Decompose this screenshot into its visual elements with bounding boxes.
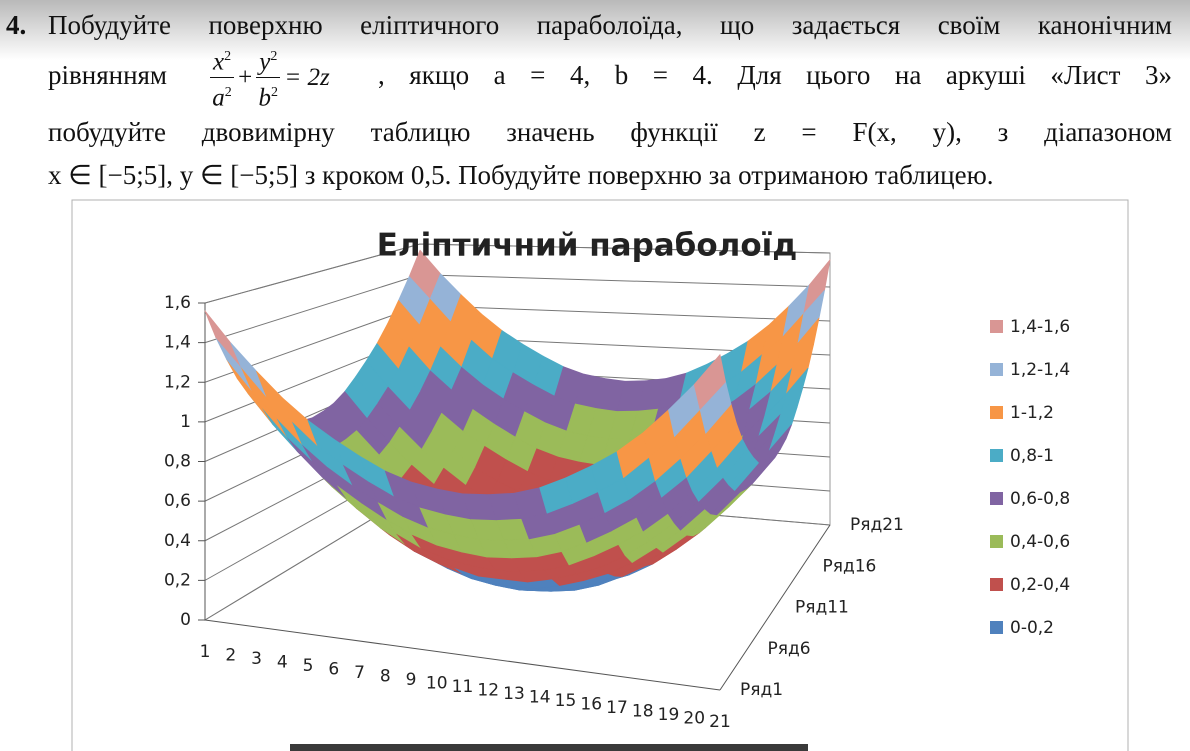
z-tick-label: 0,2 [164, 570, 191, 590]
x-tick-label: 8 [380, 667, 391, 687]
x-tick-label: 19 [658, 705, 680, 725]
problem-number: 4. [6, 10, 27, 40]
legend-swatch [990, 363, 1003, 376]
legend-swatch [990, 578, 1003, 591]
grid-line [204, 243, 831, 304]
legend-swatch [990, 621, 1003, 634]
legend-label: 1,4-1,6 [1010, 317, 1070, 337]
x-tick-label: 17 [606, 698, 628, 718]
z-tick-label: 1 [180, 412, 191, 432]
formula-text: 2 [224, 85, 232, 101]
z-tick-label: 0,8 [164, 452, 191, 472]
x-tick-label: 10 [426, 674, 448, 694]
fraction: y2 b2 [256, 42, 281, 114]
x-tick-label: 2 [225, 646, 236, 666]
z-tick-label: 1,2 [164, 372, 191, 392]
x-tick-label: 11 [452, 677, 474, 697]
x-tick-label: 9 [406, 670, 417, 690]
formula-text: y [259, 48, 271, 76]
series-axis [719, 524, 831, 691]
formula-text: a [212, 84, 225, 112]
legend-swatch [990, 449, 1003, 462]
header-band [0, 0, 1190, 60]
series-label: Ряд16 [823, 556, 877, 576]
formula-text: 2 [224, 49, 232, 64]
x-axis [204, 619, 721, 691]
legend-label: 0,8-1 [1010, 446, 1054, 466]
x-tick-label: 15 [555, 691, 577, 711]
formula-text: 2 [270, 49, 278, 64]
player-bar [290, 744, 808, 751]
x-tick-label: 18 [632, 702, 654, 722]
surface-cell [693, 354, 726, 410]
z-tick-label: 0 [180, 610, 191, 630]
x-tick-label: 14 [529, 688, 551, 708]
x-tick-label: 3 [251, 649, 262, 669]
x-tick-label: 20 [683, 709, 705, 729]
legend-swatch [990, 535, 1003, 548]
legend-label: 0,2-0,4 [1010, 575, 1070, 595]
text-line: , якщо a = 4, b = 4. Для цього на аркуші… [378, 60, 1172, 90]
x-tick-label: 7 [354, 663, 365, 683]
x-tick-label: 5 [303, 656, 314, 676]
series-label: Ряд21 [850, 515, 904, 535]
legend-swatch [990, 406, 1003, 419]
series-label: Ряд11 [795, 598, 849, 618]
text-line: рівнянням [48, 60, 168, 90]
formula: x2 a2 + y2 b2 = 2z [210, 42, 330, 114]
z-tick-label: 0,6 [164, 491, 191, 511]
x-tick-label: 12 [477, 681, 499, 701]
legend-label: 1,2-1,4 [1010, 360, 1070, 380]
text-line: побудуйте двовимірну таблицю значень фун… [48, 117, 1172, 147]
z-tick-label: 1,6 [164, 293, 191, 313]
legend-label: 0-0,2 [1010, 618, 1054, 638]
formula-text: x [213, 48, 225, 76]
x-tick-label: 16 [580, 695, 602, 715]
z-tick-label: 1,4 [164, 333, 191, 353]
legend-swatch [990, 492, 1003, 505]
formula-text: + [238, 63, 253, 91]
x-tick-label: 1 [200, 642, 211, 662]
fraction: x2 a2 [210, 42, 235, 114]
formula-text: = 2z [284, 63, 330, 91]
formula-text: 2 [271, 85, 279, 101]
chart-title: Еліптичний параболоїд [377, 228, 798, 264]
text-line: x ∈ [−5;5], y ∈ [−5;5] з кроком 0,5. Поб… [48, 160, 994, 190]
z-tick-label: 0,4 [164, 531, 191, 551]
x-tick-label: 4 [277, 653, 288, 673]
legend-label: 0,4-0,6 [1010, 532, 1070, 552]
series-label: Ряд6 [768, 639, 811, 659]
formula-text: b [258, 84, 272, 112]
x-tick-label: 6 [328, 660, 339, 680]
legend-label: 1-1,2 [1010, 403, 1054, 423]
legend-swatch [990, 320, 1003, 333]
text-line: Побудуйте поверхню еліптичного параболої… [48, 10, 1172, 40]
x-tick-label: 21 [709, 712, 731, 732]
series-label: Ряд1 [740, 680, 783, 700]
legend-label: 0,6-0,8 [1010, 489, 1070, 509]
x-tick-label: 13 [503, 684, 525, 704]
